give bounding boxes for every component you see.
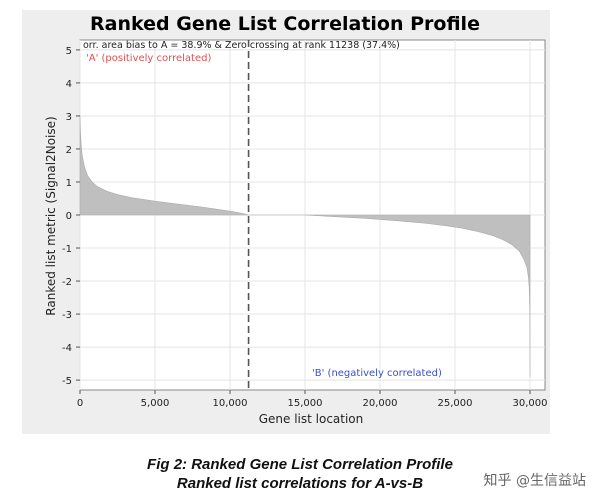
y-tick-label: 4	[66, 79, 72, 90]
negative-correlated-label: 'B' (negatively correlated)	[312, 368, 442, 379]
x-tick-label: 20,000	[363, 398, 398, 409]
y-tick-label: -2	[62, 277, 72, 288]
y-tick-label: -1	[62, 244, 72, 255]
x-tick-label: 25,000	[438, 398, 473, 409]
x-axis-ticks: 0 5,000 10,000 15,000 20,000 25,000 30,000	[77, 390, 548, 409]
y-tick-label: 0	[66, 211, 72, 222]
x-tick-label: 0	[77, 398, 83, 409]
positive-correlated-label: 'A' (positively correlated)	[86, 53, 211, 64]
y-axis-ticks: 5 4 3 2 1 0 -1 -2 -3 -4 -5	[62, 46, 80, 387]
watermark-text: 知乎 @生信益站	[483, 473, 586, 489]
x-tick-label: 30,000	[513, 398, 548, 409]
y-tick-label: 1	[66, 178, 72, 189]
figure-caption-line2: Ranked list correlations for A-vs-B	[176, 475, 424, 492]
series-area	[79, 115, 531, 377]
x-axis-label: Gene list location	[259, 412, 364, 426]
figure-caption-line1: Fig 2: Ranked Gene List Correlation Prof…	[147, 456, 453, 473]
y-tick-label: 3	[66, 112, 72, 123]
y-tick-label: 5	[66, 46, 72, 57]
y-tick-label: -4	[62, 343, 72, 354]
y-axis-label: Ranked list metric (Signal2Noise)	[44, 116, 58, 315]
x-tick-label: 15,000	[288, 398, 323, 409]
x-tick-label: 10,000	[213, 398, 248, 409]
y-tick-label: -5	[62, 376, 72, 387]
top-annotation: orr. area bias to A = 38.9% & Zero cross…	[83, 40, 400, 51]
y-tick-label: 2	[66, 145, 72, 156]
chart-title: Ranked Gene List Correlation Profile	[90, 13, 480, 35]
y-tick-label: -3	[62, 310, 72, 321]
x-tick-label: 5,000	[141, 398, 170, 409]
